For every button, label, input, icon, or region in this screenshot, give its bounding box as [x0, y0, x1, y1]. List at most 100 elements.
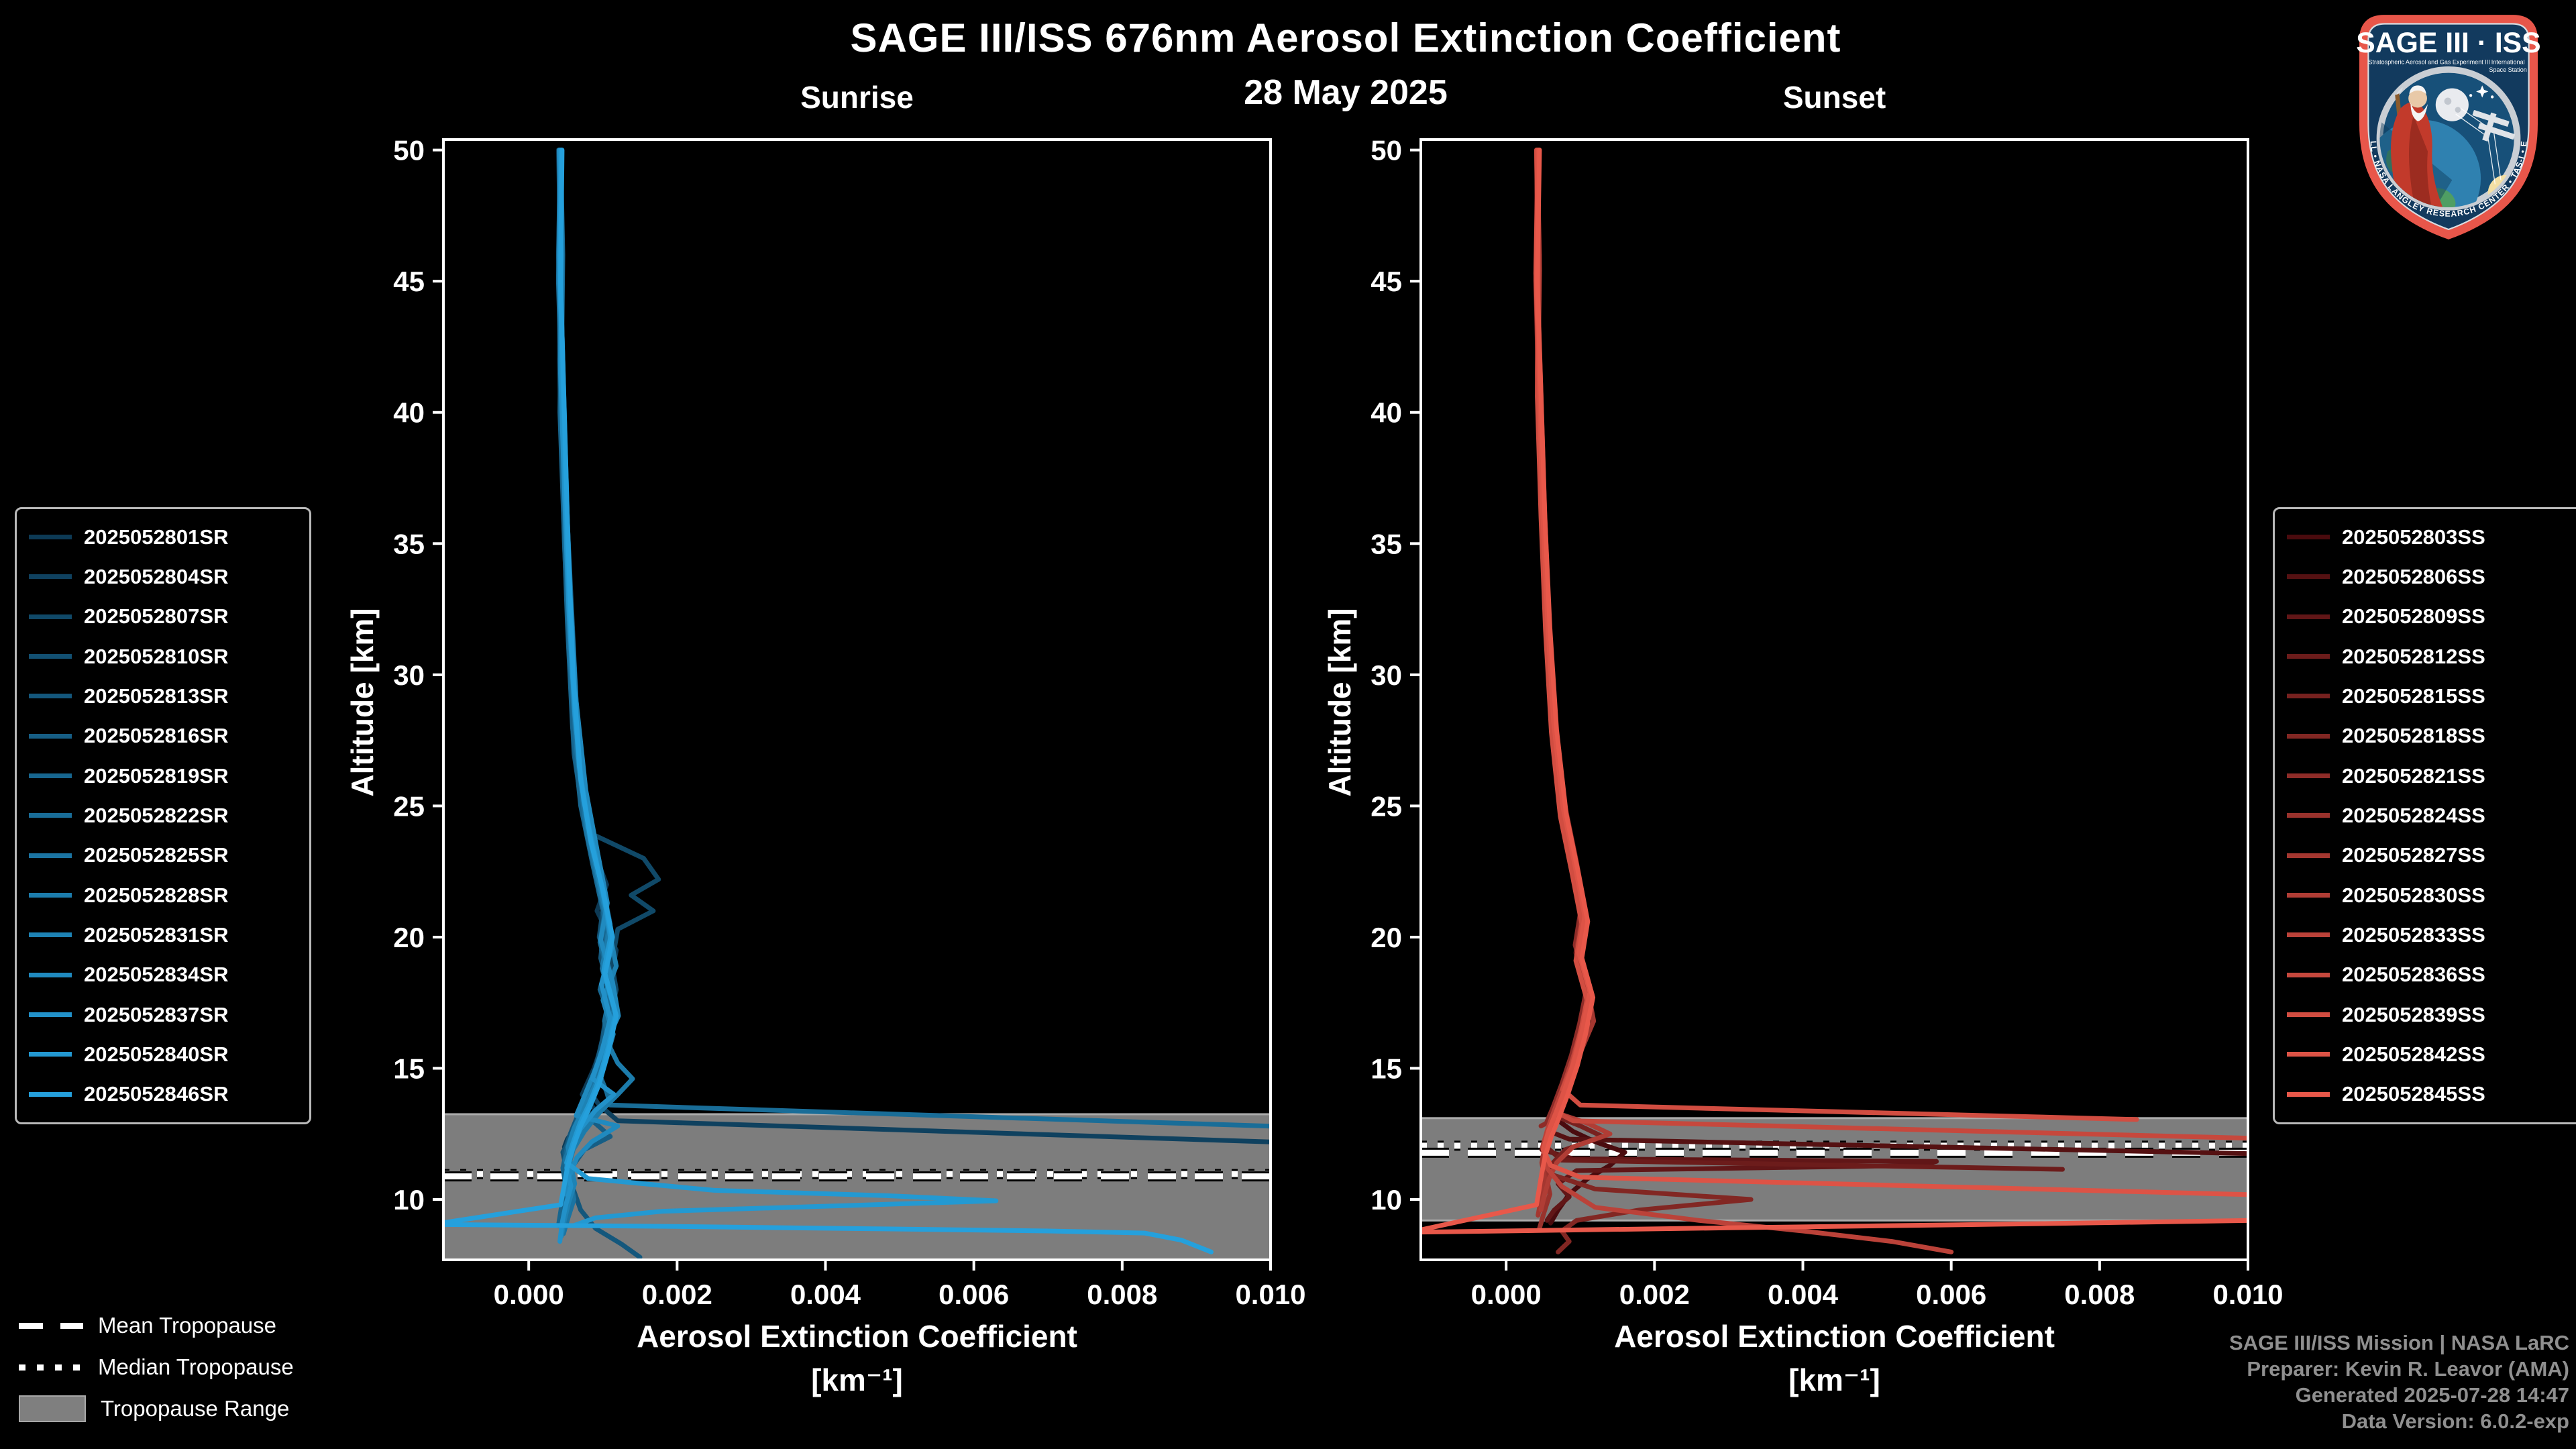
legend-label: 2025052842SS: [2342, 1042, 2485, 1066]
legend-label: 2025052816SR: [84, 724, 229, 748]
profile-2025052839SS: [1534, 148, 2139, 1122]
legend-color-swatch: [2287, 614, 2330, 619]
legend-item: 2025052833SS: [2287, 915, 2569, 955]
legend-label: 2025052840SR: [84, 1042, 229, 1066]
legend-label: 2025052806SS: [2342, 564, 2485, 588]
legend-label: 2025052845SS: [2342, 1082, 2485, 1106]
legend-color-swatch: [29, 733, 72, 739]
y-tick-label: 50: [393, 135, 425, 166]
y-tick-label: 45: [393, 266, 425, 297]
panel-title-sunrise: Sunrise: [800, 80, 914, 115]
profile-2025052824SS: [1533, 148, 1593, 1231]
patch-inner-border: [2367, 23, 2530, 231]
legend-color-swatch: [29, 773, 72, 779]
x-axis-units-sunset: [km⁻¹]: [1788, 1362, 1880, 1397]
legend-label: 2025052801SR: [84, 525, 229, 549]
y-tick-label: 30: [393, 659, 425, 691]
y-tick-label: 15: [1371, 1053, 1402, 1084]
date-subtitle: 28 May 2025: [1244, 73, 1448, 112]
legend-label: 2025052807SR: [84, 604, 229, 629]
legend-item: 2025052846SR: [29, 1075, 297, 1114]
profile-2025052846SR: [443, 148, 1214, 1254]
y-tick-label: 20: [1371, 922, 1402, 953]
legend-label: 2025052830SS: [2342, 883, 2485, 907]
y-tick-label: 25: [393, 790, 425, 822]
legend-label: 2025052824SS: [2342, 803, 2485, 827]
legend-label: Mean Tropopause: [98, 1313, 277, 1338]
legend-color-swatch: [29, 1091, 72, 1097]
legend-item: 2025052824SS: [2287, 796, 2569, 835]
legend-label: 2025052831SR: [84, 922, 229, 947]
legend-color-swatch: [2287, 972, 2330, 977]
y-tick-label: 15: [393, 1053, 425, 1084]
dotted-line-swatch: [19, 1364, 83, 1371]
sunset-event-legend: 2025052803SS 2025052806SS 2025052809SS 2025…: [2273, 507, 2576, 1124]
x-tick-label: 0.008: [1087, 1279, 1157, 1310]
legend-label: 2025052827SS: [2342, 843, 2485, 867]
legend-item: 2025052822SR: [29, 796, 297, 835]
legend-color-swatch: [2287, 813, 2330, 818]
legend-item: 2025052840SR: [29, 1034, 297, 1074]
y-tick-label: 45: [1371, 266, 1402, 297]
tropopause-legend: Mean Tropopause Median Tropopause Tropop…: [19, 1309, 294, 1425]
legend-item: 2025052804SR: [29, 557, 297, 596]
legend-color-swatch: [2287, 932, 2330, 938]
legend-color-swatch: [2287, 1091, 2330, 1097]
iss: [2472, 110, 2516, 142]
legend-color-swatch: [29, 893, 72, 898]
patch-title: SAGE III · ISS: [2356, 27, 2540, 59]
x-tick-label: 0.006: [1916, 1279, 1986, 1310]
profile-2025052812SS: [1534, 148, 2065, 1172]
legend-label: 2025052839SS: [2342, 1002, 2485, 1026]
x-tick-label: 0.008: [2064, 1279, 2135, 1310]
legend-label: 2025052837SR: [84, 1002, 229, 1026]
legend-label: 2025052821SS: [2342, 763, 2485, 788]
panel-title-sunset: Sunset: [1782, 80, 1886, 115]
legend-color-swatch: [29, 932, 72, 938]
y-tick-label: 25: [1371, 790, 1402, 822]
panel-border: [442, 138, 1272, 1261]
profile-2025052825SR: [555, 148, 616, 1236]
profile-2025052845SS: [1421, 148, 2248, 1235]
legend-label: 2025052813SR: [84, 684, 229, 708]
credit-mission: SAGE III/ISS Mission | NASA LaRC: [2229, 1331, 2569, 1354]
profile-2025052833SS: [1535, 148, 1954, 1254]
legend-label: 2025052818SS: [2342, 724, 2485, 748]
profile-2025052806SS: [1535, 148, 2248, 1157]
profile-2025052827SS: [1535, 148, 1597, 1218]
y-tick-label: 20: [393, 922, 425, 953]
legend-item: 2025052813SR: [29, 676, 297, 716]
legend-item: 2025052825SR: [29, 836, 297, 875]
legend-label: 2025052833SS: [2342, 922, 2485, 947]
legend-color-swatch: [2287, 694, 2330, 699]
y-tick-label: 35: [393, 528, 425, 559]
x-tick-label: 0.010: [2212, 1279, 2283, 1310]
legend-item: 2025052810SR: [29, 637, 297, 676]
profile-2025052842SS: [1533, 148, 2248, 1197]
credits-block: SAGE III/ISS Mission | NASA LaRC Prepare…: [2229, 1330, 2569, 1434]
legend-color-swatch: [2287, 773, 2330, 779]
profile-2025052836SS: [1535, 148, 2248, 1141]
y-tick-label: 40: [1371, 397, 1402, 429]
legend-item: 2025052806SS: [2287, 557, 2569, 596]
legend-color-swatch: [29, 614, 72, 619]
x-tick-label: 0.006: [938, 1279, 1009, 1310]
x-tick-label: 0.000: [494, 1279, 564, 1310]
legend-item: 2025052837SR: [29, 995, 297, 1034]
legend-item: 2025052807SR: [29, 597, 297, 637]
legend-color-swatch: [2287, 654, 2330, 659]
profile-2025052809SS: [1534, 148, 1939, 1223]
legend-color-swatch: [2287, 574, 2330, 580]
legend-item: 2025052828SR: [29, 875, 297, 915]
legend-color-swatch: [2287, 853, 2330, 858]
sunrise-event-legend: 2025052801SR 2025052804SR 2025052807SR 2025…: [15, 507, 311, 1124]
legend-label: 2025052822SR: [84, 803, 229, 827]
legend-label: 2025052836SS: [2342, 963, 2485, 987]
legend-label: Median Tropopause: [98, 1354, 294, 1379]
legend-color-swatch: [29, 535, 72, 540]
profile-2025052822SR: [558, 148, 1271, 1129]
legend-item: 2025052809SS: [2287, 597, 2569, 637]
legend-item: 2025052834SR: [29, 955, 297, 995]
